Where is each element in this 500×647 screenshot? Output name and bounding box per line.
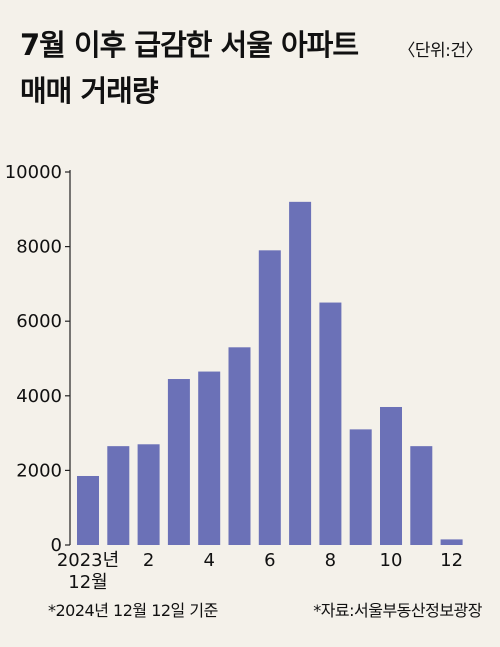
- bar-6: [258, 250, 281, 545]
- chart-title: 7월 이후 급감한 서울 아파트 매매 거래량: [20, 22, 359, 114]
- x-tick-label: 10: [380, 550, 403, 571]
- bar-12: [440, 539, 463, 545]
- bar-8: [319, 302, 342, 545]
- x-tick-label: 12: [440, 550, 463, 571]
- y-tick-label: 6000: [16, 311, 62, 332]
- unit-label: 〈단위:건〉: [398, 41, 482, 61]
- bar-5: [228, 347, 251, 545]
- x-tick-label: 2023년 12월: [57, 550, 119, 593]
- bar-0: [77, 475, 99, 545]
- y-tick-label: 8000: [16, 237, 62, 258]
- footnote-basis-date: *2024년 12월 12일 기준: [48, 601, 218, 620]
- bar-11: [410, 446, 433, 545]
- y-tick-label: 4000: [16, 386, 62, 407]
- bar-9: [349, 429, 372, 545]
- bars: [77, 201, 463, 545]
- y-axis: 0 2000 4000 6000 8000 10000: [5, 162, 71, 556]
- bar-3: [167, 379, 190, 545]
- x-tick-label: 6: [264, 550, 275, 571]
- bar-10: [380, 406, 402, 545]
- bar-2: [137, 444, 160, 545]
- x-tick-label: 8: [325, 550, 336, 571]
- x-axis: 2023년 12월 2 4 6 8 10 12: [57, 550, 463, 593]
- x-tick-label: 4: [203, 550, 214, 571]
- chart-title-line-1: 7월 이후 급감한 서울 아파트: [20, 28, 359, 62]
- bar-1: [107, 446, 130, 545]
- chart-title-line-2: 매매 거래량: [20, 74, 159, 108]
- bar-7: [289, 201, 312, 545]
- y-tick-label: 0: [51, 535, 62, 556]
- y-tick-label: 10000: [5, 162, 62, 183]
- bar-4: [198, 371, 221, 545]
- y-tick-label: 2000: [16, 460, 62, 481]
- footnote-source: *자료:서울부동산정보광장: [313, 601, 482, 620]
- x-tick-label: 2: [143, 550, 154, 571]
